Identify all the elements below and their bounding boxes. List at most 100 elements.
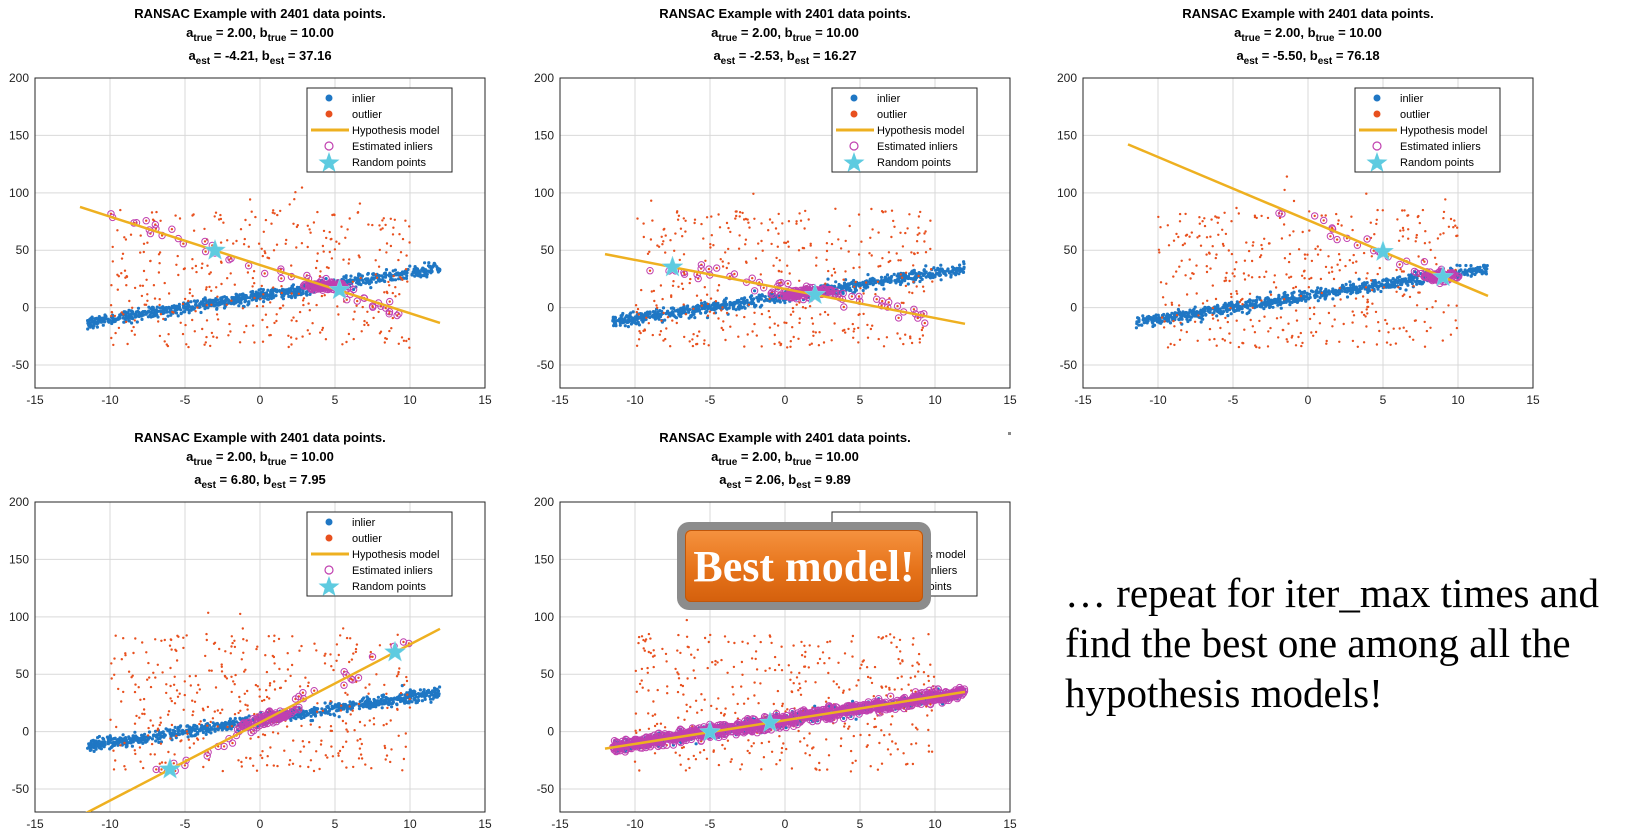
inlier-point — [713, 307, 718, 311]
inlier-point — [736, 305, 741, 309]
outlier-point — [321, 244, 325, 248]
inlier-point — [159, 306, 163, 310]
outlier-point — [216, 318, 220, 321]
inlier-point — [223, 300, 227, 304]
outlier-point — [262, 293, 265, 296]
outlier-point — [377, 310, 380, 314]
outlier-point — [264, 251, 267, 255]
outlier-point — [280, 285, 283, 288]
outlier-point — [394, 286, 397, 289]
outlier-point — [167, 333, 170, 336]
outlier-point — [321, 328, 324, 332]
outlier-point — [336, 305, 339, 308]
outlier-point — [275, 319, 278, 323]
inlier-point — [259, 291, 263, 295]
inlier-point — [241, 292, 245, 297]
inlier-point — [369, 277, 374, 281]
inlier-point — [379, 278, 383, 283]
inlier-point — [155, 305, 159, 309]
inlier-point — [908, 272, 912, 276]
outlier-point — [204, 341, 207, 344]
inlier-point — [739, 305, 743, 309]
inlier-point — [424, 268, 428, 272]
inlier-point — [144, 310, 148, 314]
inlier-point — [740, 300, 744, 305]
inlier-point — [384, 268, 389, 272]
outlier-point — [324, 338, 328, 341]
inlier-point — [251, 289, 255, 294]
outlier-point — [351, 280, 355, 283]
outlier-point — [292, 316, 295, 319]
inlier-point — [187, 308, 191, 312]
inlier-point — [402, 276, 406, 280]
outlier-point — [152, 284, 156, 287]
inlier-point — [383, 275, 387, 279]
outlier-point — [408, 346, 411, 349]
outlier-point — [332, 213, 336, 216]
outlier-point — [348, 258, 351, 261]
outlier-point — [191, 318, 194, 322]
outlier-point — [268, 334, 271, 337]
x-tick-label: -5 — [705, 393, 716, 407]
inlier-point — [382, 272, 386, 276]
outlier-point — [111, 245, 114, 249]
outlier-point — [192, 229, 196, 232]
outlier-point — [233, 283, 236, 286]
outlier-point — [158, 303, 161, 307]
true-params: atrue = 2.00, btrue = 10.00 — [711, 25, 859, 44]
inlier-point — [849, 288, 853, 292]
outlier-point — [170, 228, 174, 231]
outlier-point — [216, 295, 219, 298]
x-tick-label: 0 — [782, 393, 789, 407]
outlier-point — [247, 245, 250, 248]
estimated-inlier — [307, 285, 316, 294]
y-tick-label: 150 — [534, 128, 554, 142]
inlier-point — [235, 299, 239, 303]
outlier-point — [316, 252, 319, 255]
inlier-point — [201, 302, 205, 306]
outlier-point — [328, 230, 331, 234]
y-tick-label: -50 — [537, 358, 555, 372]
inlier-point — [262, 300, 266, 304]
inlier-point — [88, 317, 92, 321]
inlier-point — [932, 266, 936, 270]
outlier-point — [308, 309, 311, 312]
outlier-point — [120, 257, 124, 260]
inlier-point — [104, 315, 108, 319]
inlier-point — [265, 297, 270, 301]
inlier-point — [131, 311, 135, 315]
outlier-point — [309, 231, 312, 234]
outlier-point — [356, 299, 359, 303]
outlier-point — [341, 343, 344, 346]
outlier-point — [183, 297, 187, 301]
inlier-point — [699, 311, 703, 315]
random-point-star — [328, 278, 351, 300]
outlier-point — [141, 284, 145, 287]
outlier-point — [264, 313, 268, 316]
inlier-point — [147, 309, 151, 313]
inlier-point — [939, 278, 943, 282]
outlier-point — [214, 211, 218, 214]
outlier-point — [220, 282, 223, 286]
outlier-point — [401, 278, 404, 281]
inlier-point — [425, 275, 429, 279]
inlier-point — [137, 313, 141, 317]
inlier-point — [906, 282, 910, 286]
inlier-point — [265, 294, 269, 298]
inlier-point — [256, 291, 260, 296]
inlier-point — [427, 269, 431, 274]
inlier-point — [203, 307, 207, 311]
inlier-point — [879, 275, 884, 279]
inlier-point — [372, 272, 376, 276]
outlier-point — [174, 214, 177, 217]
inlier-point — [129, 316, 133, 320]
inlier-point — [344, 276, 348, 280]
inlier-point — [151, 311, 155, 315]
inlier-point — [191, 306, 195, 310]
estimated-inlier — [142, 217, 150, 225]
outlier-point — [241, 307, 245, 310]
outlier-point — [287, 345, 290, 349]
inlier-point — [436, 268, 440, 272]
outlier-point — [142, 242, 146, 245]
inlier-point — [135, 314, 139, 318]
